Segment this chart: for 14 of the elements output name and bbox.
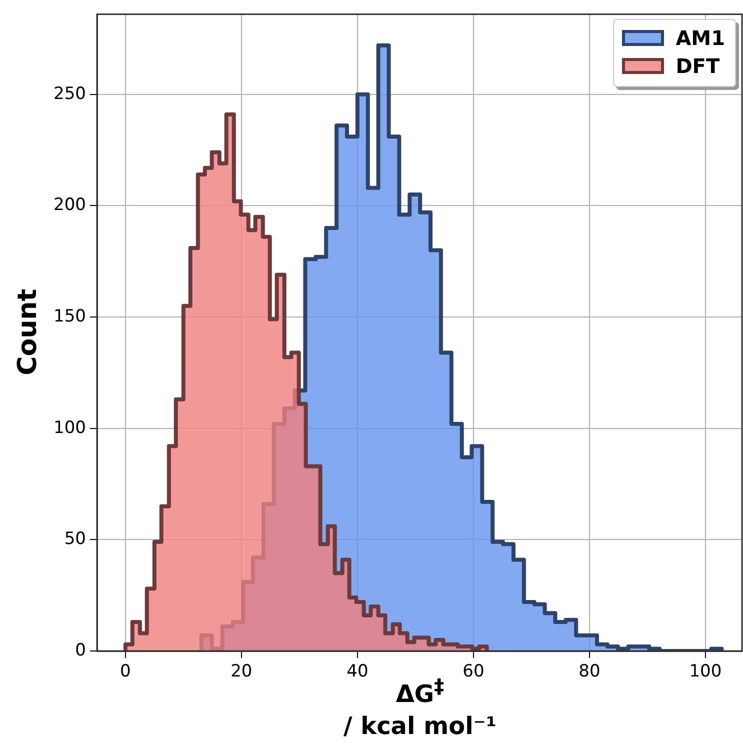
legend-label: AM1 — [676, 26, 725, 50]
y-tick-label: 200 — [54, 195, 86, 216]
x-tick-label: 0 — [120, 662, 131, 682]
y-tick-label: 100 — [54, 418, 86, 438]
y-tick-label: 150 — [54, 306, 86, 326]
y-axis-title: Count — [13, 288, 43, 376]
legend-label: DFT — [676, 54, 720, 78]
x-tick-label: 80 — [578, 662, 600, 682]
y-tick-label: 250 — [54, 84, 86, 104]
x-tick-label: 60 — [462, 662, 484, 682]
x-tick-label: 20 — [230, 662, 252, 682]
y-tick-label: 0 — [75, 640, 86, 660]
x-tick-label: 100 — [689, 662, 722, 682]
y-tick-label: 50 — [64, 529, 86, 550]
